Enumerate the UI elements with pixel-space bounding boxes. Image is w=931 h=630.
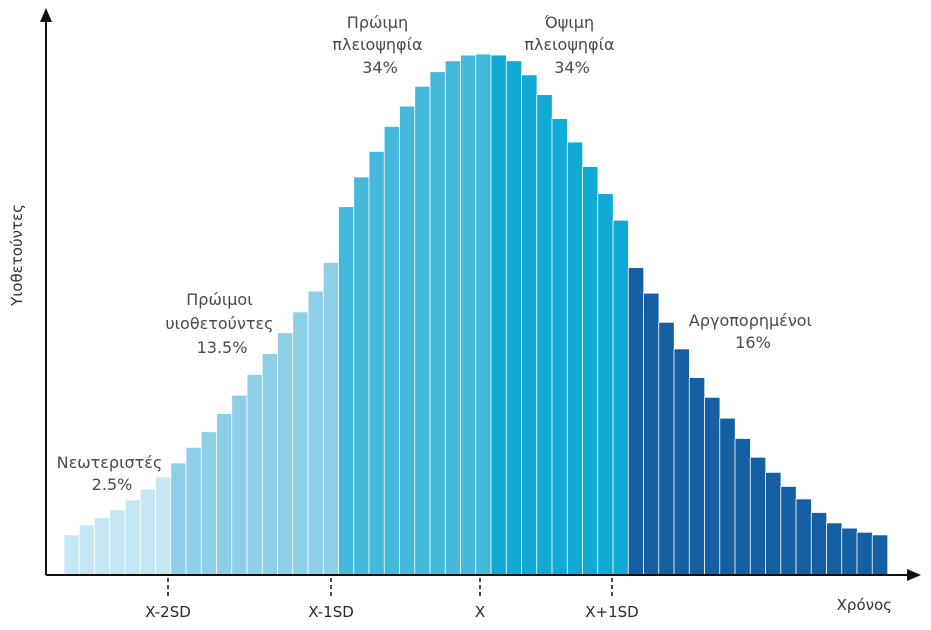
bar-24 [429,71,446,576]
bar-4 [124,499,141,576]
label-innovators-line1: Νεωτεριστές [57,453,163,472]
tick-label-x-1sd: X-1SD [308,603,354,621]
bar-17 [322,261,340,576]
bar-49 [810,512,828,576]
bar-25 [444,60,462,576]
bar-9 [200,431,218,576]
bar-5 [139,488,157,576]
label-late-majority-line2: πλειοψηφία [524,35,614,54]
bar-1 [78,524,96,576]
bar-22 [399,105,416,576]
bar-39 [658,321,675,576]
bar-13 [261,353,279,576]
x-axis-arrow [907,569,921,581]
tick-label-x: X [475,603,485,621]
bar-44 [734,438,751,576]
bar-20 [368,151,385,576]
label-early-adopters-line2: υιοθετούντες [165,314,273,333]
label-early-majority-line2: πλειοψηφία [332,35,422,54]
bar-52 [856,531,873,576]
bar-40 [673,348,690,576]
label-early-adopters-percent: 13.5% [197,338,248,357]
bar-36 [612,219,629,576]
bar-3 [109,509,126,576]
y-axis-arrow [40,8,52,22]
label-late-majority: Όψιμη πλειοψηφία 34% [524,13,619,77]
label-early-majority-percent: 34% [362,58,398,77]
label-laggards: Αργοπορημένοι 16% [689,311,817,352]
label-laggards-percent: 16% [735,333,771,352]
bar-0 [63,534,80,576]
label-late-majority-percent: 34% [554,58,590,77]
bar-30 [521,74,538,576]
bar-23 [414,85,431,576]
bar-29 [505,60,523,576]
tick-label-x-2sd: X-2SD [145,603,191,621]
bar-18 [338,206,355,576]
bar-47 [780,486,797,576]
bar-43 [719,417,736,576]
bar-46 [765,471,782,576]
bar-31 [536,94,553,576]
label-innovators: Νεωτεριστές 2.5% [57,453,168,494]
tick-label-x-plus-1sd: X+1SD [585,603,638,621]
bar-41 [688,377,706,576]
bar-34 [582,166,599,576]
label-early-adopters: Πρώιμοι υιοθετούντες 13.5% [165,290,278,357]
bar-51 [841,527,858,576]
label-late-majority-line1: Όψιμη [544,13,594,32]
bar-26 [460,54,477,576]
bar-42 [704,396,721,576]
bar-28 [490,54,507,576]
bar-27 [475,53,492,576]
bar-38 [643,292,660,576]
bar-32 [551,118,568,576]
bar-37 [627,267,645,576]
bar-12 [246,374,263,576]
bar-21 [383,126,401,576]
bar-16 [307,290,324,576]
bar-19 [353,176,370,576]
bar-48 [795,498,812,576]
bar-33 [566,141,584,576]
label-early-adopters-line1: Πρώιμοι [186,290,252,309]
label-early-majority-line1: Πρώιμη [347,13,408,32]
label-laggards-line1: Αργοπορημένοι [689,311,812,330]
bar-35 [597,193,614,576]
bar-50 [826,522,843,576]
bar-10 [216,413,233,576]
y-axis-title: Υιοθετούντες [8,204,26,307]
bar-15 [292,311,309,576]
label-early-majority: Πρώιμη πλειοψηφία 34% [332,13,427,77]
bar-2 [94,517,111,576]
bar-6 [155,476,172,576]
label-innovators-percent: 2.5% [92,475,133,494]
bar-53 [871,534,889,576]
bar-8 [185,446,202,576]
bar-45 [749,456,767,576]
bar-11 [231,394,248,576]
bar-14 [277,332,294,576]
bar-7 [170,462,187,576]
x-axis-title: Χρόνος [837,596,892,614]
